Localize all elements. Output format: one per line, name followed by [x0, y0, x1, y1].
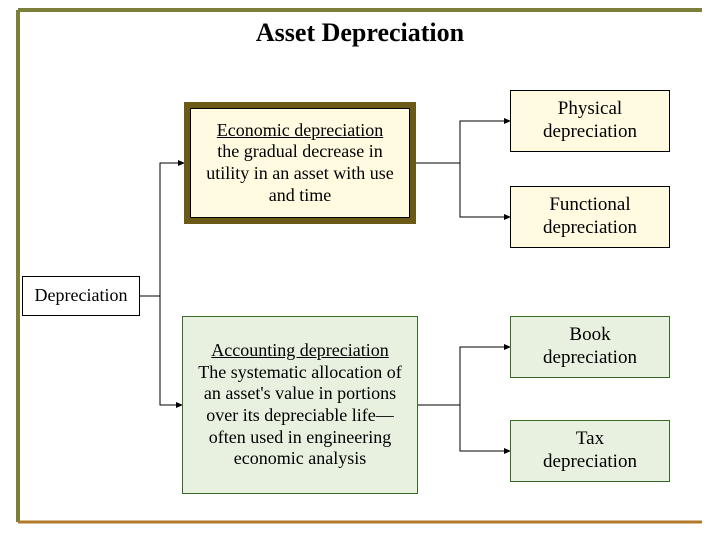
node-book-line1: Book — [569, 324, 610, 347]
node-economic-depreciation: Economic depreciation the gradual decrea… — [190, 108, 410, 218]
node-physical-depreciation: Physical depreciation — [510, 90, 670, 152]
node-economic-body: the gradual decrease in utility in an as… — [201, 141, 399, 206]
node-book-depreciation: Book depreciation — [510, 316, 670, 378]
node-functional-line1: Functional — [549, 194, 630, 217]
node-depreciation-label: Depreciation — [35, 285, 128, 307]
node-functional-line2: depreciation — [543, 217, 637, 240]
node-physical-line2: depreciation — [543, 121, 637, 144]
node-tax-line1: Tax — [576, 428, 604, 451]
node-accounting-depreciation: Accounting depreciation The systematic a… — [182, 316, 418, 494]
node-accounting-body: The systematic allocation of an asset's … — [191, 362, 409, 470]
page-title: Asset Depreciation — [0, 18, 720, 48]
node-depreciation: Depreciation — [22, 276, 140, 316]
node-economic-heading: Economic depreciation — [217, 120, 383, 142]
node-functional-depreciation: Functional depreciation — [510, 186, 670, 248]
node-tax-depreciation: Tax depreciation — [510, 420, 670, 482]
node-book-line2: depreciation — [543, 347, 637, 370]
node-tax-line2: depreciation — [543, 451, 637, 474]
slide: Asset Depreciation Depreciation Economic… — [0, 0, 720, 540]
node-accounting-heading: Accounting depreciation — [211, 340, 388, 362]
node-physical-line1: Physical — [558, 98, 622, 121]
